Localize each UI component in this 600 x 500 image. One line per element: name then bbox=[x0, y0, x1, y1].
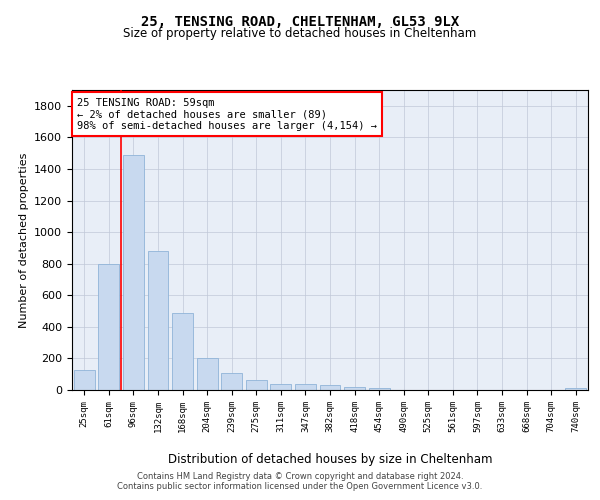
Bar bbox=[74, 370, 95, 390]
Bar bbox=[320, 386, 340, 390]
Bar bbox=[246, 380, 267, 390]
Text: Size of property relative to detached houses in Cheltenham: Size of property relative to detached ho… bbox=[124, 28, 476, 40]
Text: 25, TENSING ROAD, CHELTENHAM, GL53 9LX: 25, TENSING ROAD, CHELTENHAM, GL53 9LX bbox=[141, 15, 459, 29]
Bar bbox=[123, 154, 144, 390]
Bar bbox=[295, 384, 316, 390]
Y-axis label: Number of detached properties: Number of detached properties bbox=[19, 152, 29, 328]
Bar bbox=[368, 388, 389, 390]
Bar bbox=[271, 384, 292, 390]
Bar bbox=[565, 388, 586, 390]
Bar bbox=[221, 374, 242, 390]
Bar bbox=[344, 386, 365, 390]
Bar bbox=[98, 264, 119, 390]
Bar bbox=[148, 251, 169, 390]
Text: Distribution of detached houses by size in Cheltenham: Distribution of detached houses by size … bbox=[168, 452, 492, 466]
Text: Contains HM Land Registry data © Crown copyright and database right 2024.: Contains HM Land Registry data © Crown c… bbox=[137, 472, 463, 481]
Bar bbox=[197, 358, 218, 390]
Bar bbox=[172, 312, 193, 390]
Text: 25 TENSING ROAD: 59sqm
← 2% of detached houses are smaller (89)
98% of semi-deta: 25 TENSING ROAD: 59sqm ← 2% of detached … bbox=[77, 98, 377, 130]
Text: Contains public sector information licensed under the Open Government Licence v3: Contains public sector information licen… bbox=[118, 482, 482, 491]
